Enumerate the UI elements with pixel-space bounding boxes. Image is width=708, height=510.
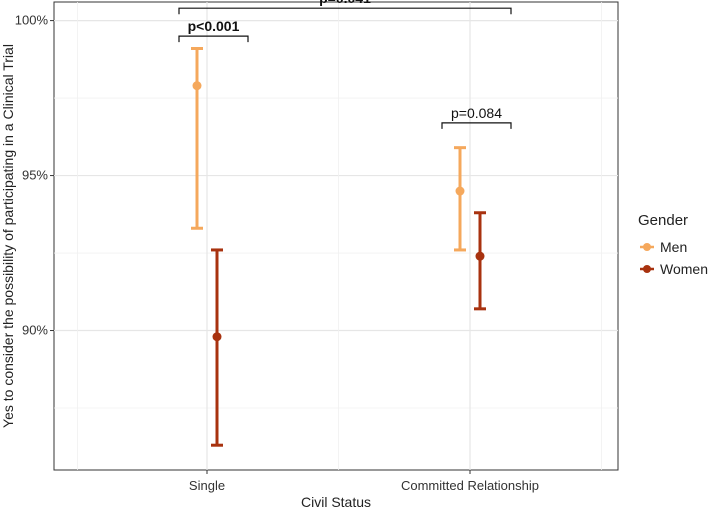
series-men <box>191 46 466 252</box>
significance-bracket: p<0.001 <box>178 18 249 43</box>
legend-item-men: Men <box>640 239 687 255</box>
significance-bracket: p=0.084 <box>441 105 512 129</box>
series-women <box>211 211 486 447</box>
y-tick-label: 95% <box>22 168 48 183</box>
bracket-line <box>178 7 512 15</box>
x-tick-label: Single <box>189 478 225 493</box>
bracket-line <box>178 35 249 43</box>
p-value-label: p=0.084 <box>451 105 502 121</box>
significance-bracket: p=0.041 <box>178 0 512 15</box>
y-tick-label: 100% <box>15 13 49 28</box>
grid-layer <box>54 2 618 470</box>
y-axis: 90% 95% 100% <box>15 13 54 338</box>
x-axis-title: Civil Status <box>301 494 371 510</box>
legend-item-women: Women <box>640 261 708 277</box>
legend-key-point <box>643 243 651 251</box>
data-point <box>475 251 485 261</box>
data-point <box>192 81 202 91</box>
y-tick-label: 90% <box>22 323 48 338</box>
p-value-label: p<0.001 <box>188 18 240 34</box>
legend-title: Gender <box>638 212 688 229</box>
legend-label: Women <box>660 261 708 277</box>
panel-border <box>53 1 619 471</box>
data-point <box>212 332 222 342</box>
y-axis-title: Yes to consider the possibility of parti… <box>0 44 16 428</box>
x-axis: Single Committed Relationship <box>189 470 539 493</box>
legend: Gender Men Women <box>638 212 708 277</box>
p-value-label: p=0.041 <box>319 0 371 6</box>
data-point <box>455 186 465 196</box>
annotation-layer: p<0.001 p=0.084 p=0.041 <box>178 0 512 129</box>
bracket-line <box>441 122 512 129</box>
series-layer <box>191 46 486 447</box>
legend-key-point <box>643 265 651 273</box>
legend-label: Men <box>660 239 687 255</box>
x-tick-label: Committed Relationship <box>401 478 539 493</box>
